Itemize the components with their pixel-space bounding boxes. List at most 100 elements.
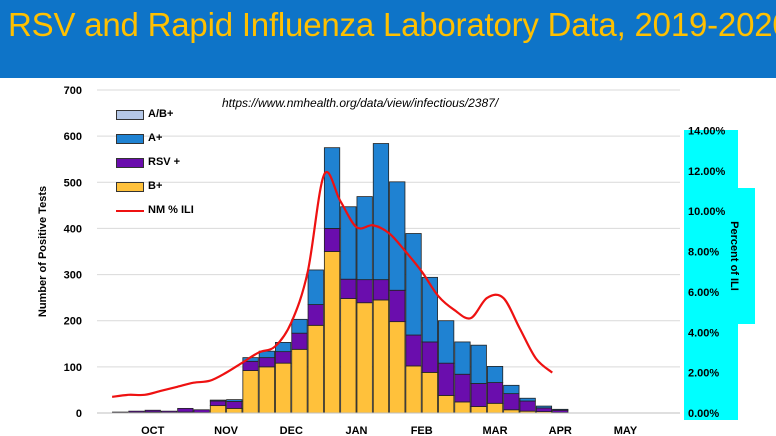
bar-a [421,276,438,343]
y-tick-label: 100 [64,362,82,374]
bar-rsv [323,228,341,252]
bar-rsv [307,304,324,326]
legend-swatch [116,134,144,144]
x-tick-label: FEB [411,425,433,436]
legend-label: NM % ILI [148,204,194,216]
bar-a [372,143,390,281]
legend-line-swatch [116,210,144,212]
bar-rsv [193,409,210,413]
bar-b [242,370,259,414]
y2-tick-label: 6.00% [688,287,719,299]
x-tick-label: MAY [614,425,638,436]
x-tick-label: NOV [214,425,239,436]
y-tick-label: 600 [64,131,82,143]
x-tick-label: MAR [483,425,508,436]
legend-label: A+ [148,132,163,144]
bar-b [454,401,471,414]
bar-rsv [160,410,178,413]
bar-rsv [291,332,308,350]
y-tick-label: 0 [76,408,82,420]
legend-label: A/B+ [148,108,174,120]
y-tick-label: 500 [64,177,82,189]
bar-rsv [128,410,145,413]
y2-tick-label: 4.00% [688,327,719,339]
bar-rsv [421,341,438,373]
y-tick-label: 200 [64,316,82,328]
bar-b [372,299,390,414]
y2-axis-title: Percent of ILI [728,221,740,291]
bar-rsv [275,351,292,364]
bar-a [340,206,357,280]
bar-rsv [209,400,227,407]
x-tick-label: OCT [141,425,165,436]
bar-b [389,321,406,414]
bar-a [552,408,569,411]
bar-b [307,324,324,414]
bar-a [503,384,520,395]
bar-rsv [144,409,161,413]
bar-a [307,269,324,305]
bar-a [405,233,422,336]
bar-rsv [535,407,553,413]
y2-label-highlight [738,188,755,324]
bar-rsv [177,407,194,413]
bar-a [454,341,471,375]
bar-b [258,366,275,414]
page-title: RSV and Rapid Influenza Laboratory Data,… [8,6,776,43]
bar-b [486,402,504,414]
bar-b [470,406,487,414]
bar-a [470,344,487,384]
bar-rsv [454,373,471,403]
legend-swatch [116,158,144,168]
y-tick-label: 300 [64,270,82,282]
bar-a [519,397,536,402]
title-banner: RSV and Rapid Influenza Laboratory Data,… [0,0,776,78]
legend-label: RSV + [148,156,181,168]
bar-a [535,405,553,409]
bar-b [405,365,422,414]
y-axis-title: Number of Positive Tests [37,186,49,317]
bar-rsv [470,383,487,407]
bar-a [209,399,227,402]
bar-rsv [438,362,455,396]
bar-rsv [389,289,406,323]
bar-rsv [372,279,390,301]
bar-a [438,320,455,364]
y2-axis-highlight [684,130,738,420]
legend-swatch [116,182,144,192]
bar-b [275,362,292,414]
bar-a [226,399,243,402]
bar-rsv [226,401,243,409]
ili-line [112,171,553,398]
bar-b [323,251,341,414]
bar-rsv [356,279,373,304]
y2-tick-label: 12.00% [688,166,726,178]
source-url: https://www.nmhealth.org/data/view/infec… [222,96,499,110]
bar-b [356,302,373,414]
bar-b [226,407,243,414]
bar-rsv [258,357,275,368]
bar-rsv [405,334,422,367]
bar-rsv [242,360,259,371]
bar-rsv [486,382,504,404]
y2-tick-label: 10.00% [688,206,726,218]
bar-b [438,395,455,414]
bar-a [323,147,341,229]
bar-rsv [503,393,520,411]
y-tick-label: 400 [64,223,82,235]
x-tick-label: APR [549,425,572,436]
bar-a [291,318,308,334]
rsv-influenza-chart: 0 100 200 300 400 500 600 700 0.00% 2.00% 4.00% 6.0… [37,85,740,436]
bar-a [486,365,504,383]
y2-tick-label: 8.00% [688,247,719,259]
y2-tick-label: 0.00% [688,408,719,420]
y2-tick-label: 14.00% [688,125,726,137]
x-tick-label: JAN [345,425,367,436]
x-tick-label: DEC [280,425,303,436]
legend-label: B+ [148,180,163,192]
bar-rsv [340,278,357,299]
bar-a [356,196,373,281]
y2-tick-label: 2.00% [688,368,719,380]
bar-b [340,298,357,414]
legend-swatch [116,110,144,120]
